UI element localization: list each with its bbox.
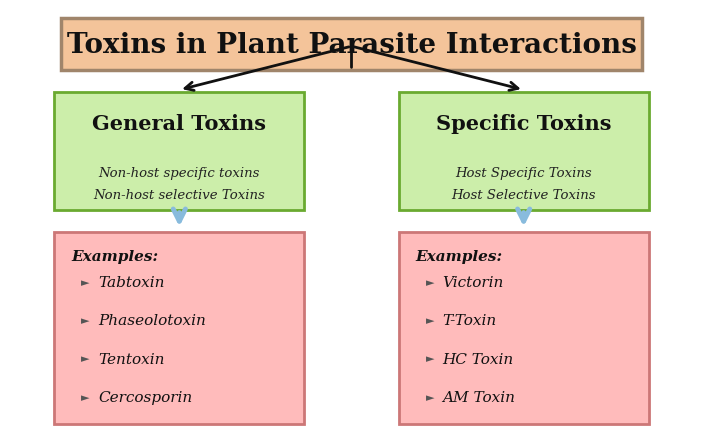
Text: Examples:: Examples:	[415, 249, 503, 263]
Bar	[54, 93, 304, 210]
Text: Examples:: Examples:	[71, 249, 158, 263]
Text: Phaseolotoxin: Phaseolotoxin	[98, 314, 206, 327]
Bar	[399, 232, 649, 424]
Text: ►: ►	[82, 315, 90, 325]
Text: Non-host selective Toxins: Non-host selective Toxins	[93, 189, 265, 201]
Text: ►: ►	[82, 354, 90, 364]
Text: Specific Toxins: Specific Toxins	[436, 113, 612, 133]
Text: Cercosporin: Cercosporin	[98, 390, 193, 404]
Bar	[61, 19, 642, 71]
Bar	[54, 232, 304, 424]
Text: Victorin: Victorin	[443, 275, 504, 289]
Text: ►: ►	[426, 277, 434, 287]
Bar	[399, 93, 649, 210]
Text: ►: ►	[426, 392, 434, 402]
Text: Toxins in Plant Parasite Interactions: Toxins in Plant Parasite Interactions	[67, 32, 636, 58]
Text: General Toxins: General Toxins	[92, 113, 266, 133]
Text: Host Specific Toxins: Host Specific Toxins	[456, 167, 592, 180]
Text: ►: ►	[426, 354, 434, 364]
Text: ►: ►	[426, 315, 434, 325]
Text: T-Toxin: T-Toxin	[443, 314, 497, 327]
Text: Host Selective Toxins: Host Selective Toxins	[451, 189, 596, 201]
Text: AM Toxin: AM Toxin	[443, 390, 515, 404]
Text: ►: ►	[82, 277, 90, 287]
Text: Non-host specific toxins: Non-host specific toxins	[98, 167, 260, 180]
Text: HC Toxin: HC Toxin	[443, 352, 514, 366]
Text: ►: ►	[82, 392, 90, 402]
Text: Tentoxin: Tentoxin	[98, 352, 165, 366]
Text: Tabtoxin: Tabtoxin	[98, 275, 165, 289]
